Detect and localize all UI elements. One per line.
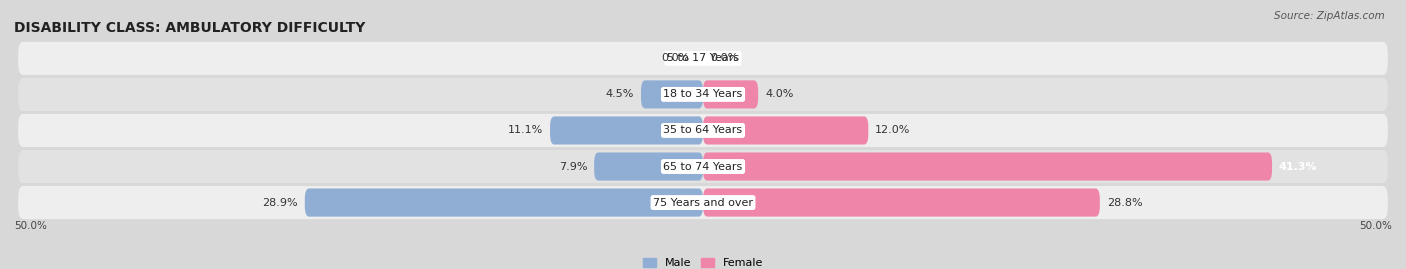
Text: Source: ZipAtlas.com: Source: ZipAtlas.com bbox=[1274, 11, 1385, 21]
Text: 12.0%: 12.0% bbox=[875, 125, 911, 136]
Text: 4.0%: 4.0% bbox=[765, 89, 793, 100]
FancyBboxPatch shape bbox=[18, 78, 1388, 111]
FancyBboxPatch shape bbox=[18, 114, 1388, 147]
Text: 75 Years and over: 75 Years and over bbox=[652, 197, 754, 208]
FancyBboxPatch shape bbox=[305, 189, 703, 217]
Text: 65 to 74 Years: 65 to 74 Years bbox=[664, 161, 742, 172]
FancyBboxPatch shape bbox=[18, 186, 1388, 219]
Text: 18 to 34 Years: 18 to 34 Years bbox=[664, 89, 742, 100]
FancyBboxPatch shape bbox=[703, 116, 869, 144]
Text: 11.1%: 11.1% bbox=[508, 125, 543, 136]
FancyBboxPatch shape bbox=[703, 80, 758, 108]
FancyBboxPatch shape bbox=[550, 116, 703, 144]
FancyBboxPatch shape bbox=[18, 150, 1388, 183]
Text: 28.8%: 28.8% bbox=[1107, 197, 1142, 208]
Text: 7.9%: 7.9% bbox=[558, 161, 588, 172]
Text: 0.0%: 0.0% bbox=[710, 53, 738, 63]
Text: 50.0%: 50.0% bbox=[1360, 221, 1392, 231]
FancyBboxPatch shape bbox=[18, 42, 1388, 75]
Text: DISABILITY CLASS: AMBULATORY DIFFICULTY: DISABILITY CLASS: AMBULATORY DIFFICULTY bbox=[14, 21, 366, 35]
Text: 28.9%: 28.9% bbox=[263, 197, 298, 208]
Text: 0.0%: 0.0% bbox=[661, 53, 689, 63]
FancyBboxPatch shape bbox=[595, 153, 703, 180]
Text: 35 to 64 Years: 35 to 64 Years bbox=[664, 125, 742, 136]
Text: 5 to 17 Years: 5 to 17 Years bbox=[666, 53, 740, 63]
Text: 50.0%: 50.0% bbox=[14, 221, 46, 231]
FancyBboxPatch shape bbox=[703, 189, 1099, 217]
FancyBboxPatch shape bbox=[641, 80, 703, 108]
Legend: Male, Female: Male, Female bbox=[638, 253, 768, 269]
Text: 41.3%: 41.3% bbox=[1279, 161, 1317, 172]
Text: 4.5%: 4.5% bbox=[606, 89, 634, 100]
FancyBboxPatch shape bbox=[703, 153, 1272, 180]
